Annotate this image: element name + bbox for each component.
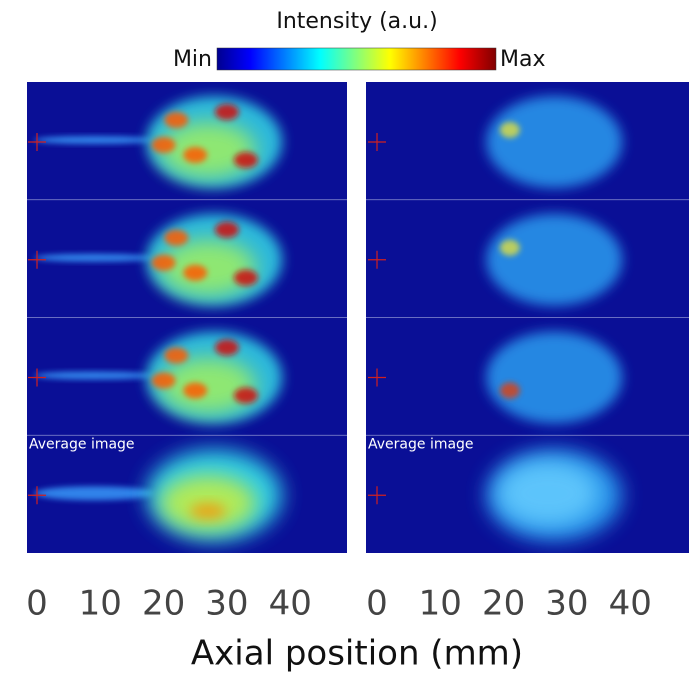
- x-tick-label: 0: [366, 584, 388, 624]
- hot-spot: [215, 222, 239, 238]
- colorbar-title: Intensity (a.u.): [276, 9, 437, 34]
- spray-body: [486, 214, 622, 306]
- colorbar-min: Min: [173, 47, 212, 72]
- hot-spot: [183, 265, 207, 281]
- average-label: Average image: [368, 436, 474, 452]
- hot-spot: [500, 240, 520, 256]
- colorbar-max: Max: [500, 47, 545, 72]
- hot-spot: [164, 348, 188, 364]
- hot-spot: [183, 383, 207, 399]
- hot-spot: [190, 503, 226, 519]
- spray-tail: [34, 372, 154, 380]
- x-tick-label: 40: [269, 584, 312, 624]
- spray-tail: [34, 486, 154, 500]
- hot-spot: [500, 383, 520, 399]
- spray-core: [160, 358, 256, 414]
- hot-spot: [234, 270, 258, 286]
- spray-body: [486, 96, 622, 188]
- x-tick-label: 10: [79, 584, 122, 624]
- hot-spot: [234, 388, 258, 404]
- hot-spot: [152, 373, 176, 389]
- colorbar: [217, 48, 496, 70]
- hot-spot: [164, 112, 188, 128]
- hot-spot: [164, 230, 188, 246]
- x-tick-label: 40: [609, 584, 652, 624]
- spray-core: [498, 461, 598, 525]
- hot-spot: [215, 104, 239, 120]
- x-tick-label: 10: [419, 584, 462, 624]
- spray-body: [486, 332, 622, 424]
- hot-spot: [152, 255, 176, 271]
- average-label: Average image: [29, 436, 135, 452]
- x-tick-label: 0: [26, 584, 48, 624]
- hot-spot: [152, 137, 176, 153]
- spray-tail: [34, 136, 154, 144]
- hot-spot: [500, 122, 520, 138]
- x-tick-label: 30: [545, 584, 588, 624]
- x-tick-label: 20: [142, 584, 185, 624]
- figure: Intensity (a.u.) Min Max Axial position …: [0, 0, 689, 675]
- hot-spot: [234, 152, 258, 168]
- spray-core: [160, 240, 256, 296]
- spray-tail: [34, 254, 154, 262]
- x-tick-label: 20: [482, 584, 525, 624]
- spray-core: [160, 122, 256, 178]
- x-axis-label: Axial position (mm): [191, 634, 523, 674]
- x-tick-label: 30: [205, 584, 248, 624]
- hot-spot: [215, 340, 239, 356]
- hot-spot: [183, 147, 207, 163]
